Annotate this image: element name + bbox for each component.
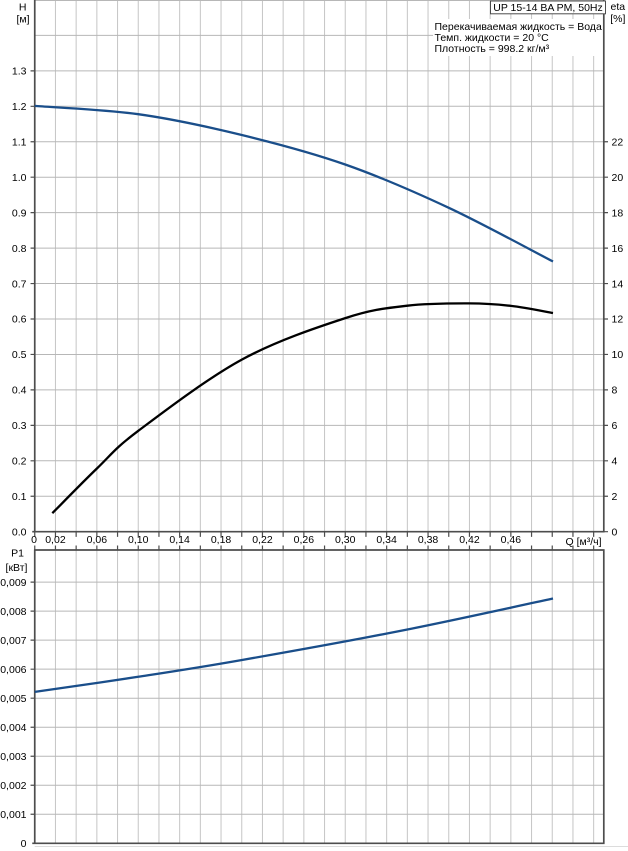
svg-text:0: 0 <box>612 526 618 538</box>
svg-text:0,22: 0,22 <box>252 534 273 546</box>
svg-text:[кВт]: [кВт] <box>6 562 28 574</box>
svg-text:0,06: 0,06 <box>87 534 108 546</box>
svg-text:12: 12 <box>612 314 624 326</box>
svg-text:0: 0 <box>31 534 37 546</box>
svg-text:0.6: 0.6 <box>12 314 27 326</box>
svg-text:0,003: 0,003 <box>0 751 26 763</box>
svg-text:Плотность = 998.2 кг/м³: Плотность = 998.2 кг/м³ <box>435 43 550 55</box>
svg-text:eta: eta <box>610 1 625 13</box>
svg-text:0.7: 0.7 <box>12 278 27 290</box>
svg-text:0,005: 0,005 <box>0 693 26 705</box>
svg-text:Перекачиваемая жидкость = Вода: Перекачиваемая жидкость = Вода <box>435 21 602 33</box>
svg-text:0,10: 0,10 <box>128 534 149 546</box>
svg-text:22: 22 <box>612 136 624 148</box>
svg-text:1.1: 1.1 <box>12 136 27 148</box>
svg-text:6: 6 <box>612 420 618 432</box>
svg-text:2: 2 <box>612 491 618 503</box>
svg-text:0,38: 0,38 <box>418 534 439 546</box>
svg-text:4: 4 <box>612 456 618 468</box>
svg-text:0,42: 0,42 <box>459 534 480 546</box>
svg-text:0.0: 0.0 <box>12 526 27 538</box>
svg-text:0.4: 0.4 <box>12 385 27 397</box>
svg-text:0,006: 0,006 <box>0 664 26 676</box>
svg-text:Q [м³/ч]: Q [м³/ч] <box>565 536 601 548</box>
svg-text:0,30: 0,30 <box>335 534 356 546</box>
svg-text:0.2: 0.2 <box>12 456 27 468</box>
svg-text:0,002: 0,002 <box>0 780 26 792</box>
svg-text:0: 0 <box>21 838 27 850</box>
svg-text:0.9: 0.9 <box>12 207 27 219</box>
svg-text:0,008: 0,008 <box>0 606 26 618</box>
svg-text:0,009: 0,009 <box>0 577 26 589</box>
svg-text:14: 14 <box>612 278 624 290</box>
svg-text:0,007: 0,007 <box>0 635 26 647</box>
svg-text:0,18: 0,18 <box>211 534 232 546</box>
svg-text:0.5: 0.5 <box>12 349 27 361</box>
svg-text:0,46: 0,46 <box>501 534 522 546</box>
svg-text:0.1: 0.1 <box>12 491 27 503</box>
svg-text:[%]: [%] <box>610 13 625 25</box>
svg-text:H: H <box>19 2 27 14</box>
svg-text:0,34: 0,34 <box>376 534 397 546</box>
svg-text:0.3: 0.3 <box>12 420 27 432</box>
svg-text:1.2: 1.2 <box>12 101 27 113</box>
svg-text:0,14: 0,14 <box>169 534 190 546</box>
svg-text:[м]: [м] <box>16 13 29 25</box>
svg-text:Темп. жидкости = 20 °C: Темп. жидкости = 20 °C <box>435 32 550 44</box>
svg-text:1.3: 1.3 <box>12 66 27 78</box>
svg-text:0.8: 0.8 <box>12 243 27 255</box>
svg-text:P1: P1 <box>11 548 24 560</box>
svg-text:10: 10 <box>612 349 624 361</box>
svg-text:UP 15-14 BA PM, 50Hz: UP 15-14 BA PM, 50Hz <box>493 2 603 14</box>
svg-text:0,004: 0,004 <box>0 722 26 734</box>
svg-text:0,001: 0,001 <box>0 809 26 821</box>
svg-text:16: 16 <box>612 243 624 255</box>
svg-text:20: 20 <box>612 172 624 184</box>
svg-text:18: 18 <box>612 207 624 219</box>
svg-text:8: 8 <box>612 385 618 397</box>
svg-text:0,26: 0,26 <box>294 534 315 546</box>
svg-text:0,02: 0,02 <box>45 534 66 546</box>
svg-text:1.0: 1.0 <box>12 172 27 184</box>
